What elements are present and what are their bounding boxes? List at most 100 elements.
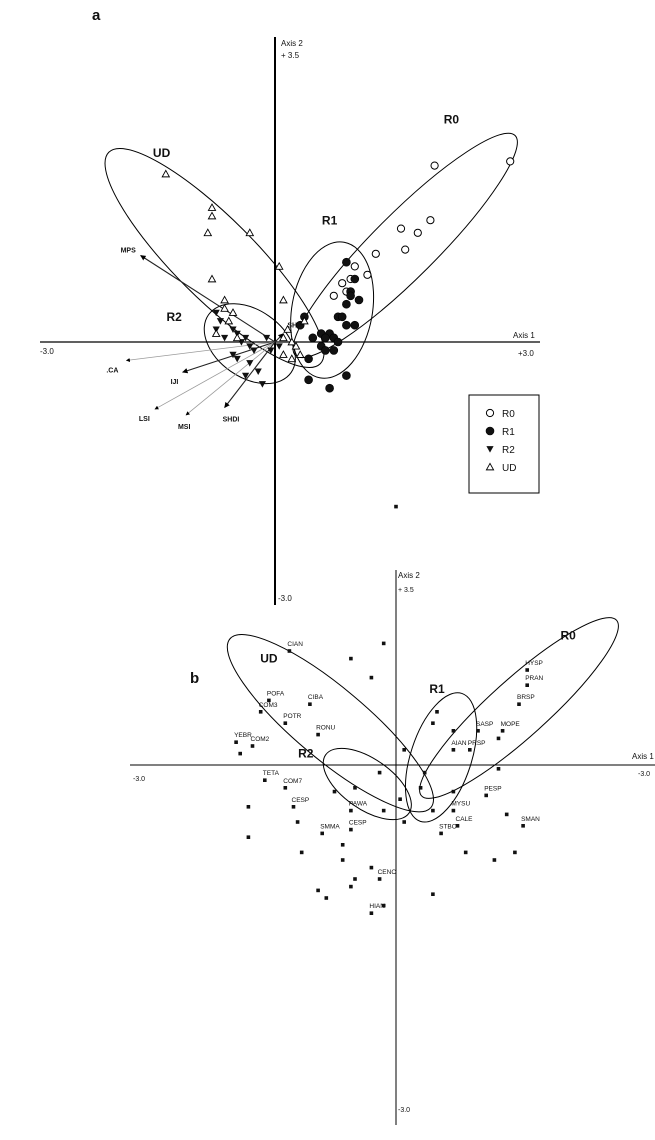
species-label-teta: TETA bbox=[263, 770, 280, 777]
panel-a-x-right-label: +3.0 bbox=[518, 349, 534, 358]
point-species bbox=[435, 710, 439, 714]
ellipse-r1 bbox=[404, 692, 478, 823]
panel-b-x-left-label: -3.0 bbox=[133, 776, 145, 783]
point-com2 bbox=[250, 744, 255, 748]
point-r2 bbox=[246, 343, 254, 350]
point-species bbox=[394, 504, 398, 509]
point-ud bbox=[295, 350, 305, 358]
panel-a-y-top-label: + 3.5 bbox=[281, 51, 300, 60]
point-ud bbox=[203, 228, 213, 237]
point-mope bbox=[500, 729, 505, 733]
legend-label-ud: UD bbox=[502, 463, 516, 474]
vector-msi bbox=[185, 341, 276, 416]
point-r2 bbox=[212, 309, 220, 317]
point-species bbox=[496, 767, 501, 771]
panel-a-legend: R0 R1 R2 UD bbox=[468, 394, 540, 494]
ellipse-r0 bbox=[419, 617, 619, 799]
point-species bbox=[504, 812, 509, 817]
species-label-pran: PRAN bbox=[525, 675, 543, 682]
legend-label-r2: R2 bbox=[502, 445, 515, 456]
point-pofa bbox=[267, 698, 271, 703]
vector-shdi bbox=[224, 341, 276, 408]
point-r0 bbox=[371, 249, 380, 258]
point-species bbox=[353, 877, 357, 881]
point-ud bbox=[274, 261, 284, 270]
point-r0 bbox=[350, 262, 359, 271]
point-ud bbox=[279, 333, 288, 342]
species-label-sasp: SASP bbox=[476, 721, 493, 728]
point-r2 bbox=[250, 347, 258, 354]
point-species bbox=[340, 843, 345, 847]
species-label-pofa: POFA bbox=[267, 690, 285, 697]
point-ud bbox=[207, 203, 217, 211]
point-r2 bbox=[229, 326, 237, 333]
point-ud bbox=[300, 316, 309, 325]
point-r2 bbox=[254, 368, 262, 375]
point-r1 bbox=[342, 257, 351, 267]
point-aian bbox=[451, 748, 456, 752]
vector-label-mps: MPS bbox=[121, 247, 137, 254]
point-r0 bbox=[426, 216, 435, 225]
species-label-mysu: MYSU bbox=[451, 801, 470, 808]
point-ud bbox=[211, 329, 221, 337]
point-r1 bbox=[329, 346, 339, 355]
point-species bbox=[353, 786, 357, 790]
point-species bbox=[492, 858, 497, 862]
point-ud bbox=[207, 211, 217, 220]
point-species bbox=[377, 770, 382, 775]
group-label-r1: R1 bbox=[429, 682, 445, 696]
group-label-r2: R2 bbox=[167, 310, 183, 324]
vector-label-shdi: SHDI bbox=[223, 417, 240, 424]
point-ud bbox=[207, 274, 217, 283]
species-label-smma: SMMA bbox=[320, 823, 340, 830]
ellipse-ud bbox=[104, 147, 325, 369]
point-species bbox=[402, 820, 406, 824]
point-ud bbox=[279, 295, 288, 304]
panel-b-y-top-label: + 3.5 bbox=[398, 587, 414, 594]
group-label-r1: R1 bbox=[322, 213, 338, 227]
species-label-ceno: CENO bbox=[378, 869, 397, 876]
point-ud bbox=[228, 308, 238, 316]
panel-b-y-axis-label: Axis 2 bbox=[398, 571, 420, 580]
panel-b-x-right-label: -3.0 bbox=[638, 771, 650, 778]
point-brsp bbox=[517, 702, 521, 706]
point-species bbox=[422, 770, 427, 775]
point-species bbox=[324, 896, 329, 900]
point-pesp bbox=[484, 793, 488, 798]
panel-a-ellipses bbox=[104, 132, 518, 385]
point-species bbox=[398, 797, 402, 801]
point-pawa bbox=[349, 808, 353, 813]
point-r1 bbox=[321, 333, 330, 343]
vector-lsi bbox=[154, 341, 276, 410]
point-species bbox=[463, 850, 468, 855]
panel-a-group-labels: R0 R1 R2 UD bbox=[153, 113, 459, 324]
point-species bbox=[340, 858, 345, 862]
vector-label-iji: IJI bbox=[171, 379, 179, 386]
point-r1 bbox=[304, 354, 313, 364]
vector-mps bbox=[140, 255, 276, 343]
point-com3 bbox=[258, 710, 263, 714]
species-label-yebr: YEBR bbox=[234, 732, 252, 739]
point-smma bbox=[320, 831, 324, 836]
point-ciba bbox=[308, 702, 312, 706]
vector-label-msi: MSI bbox=[178, 424, 191, 431]
vector-label-ca: .CA bbox=[106, 367, 118, 374]
point-com7 bbox=[283, 786, 288, 790]
panel-b-points bbox=[238, 504, 517, 908]
point-cale bbox=[455, 824, 460, 828]
point-r2 bbox=[267, 347, 275, 354]
point-r0 bbox=[413, 228, 422, 237]
panel-a-y-bottom-label: -3.0 bbox=[278, 594, 292, 603]
vector-label-shei: SHEI bbox=[287, 323, 303, 330]
point-r1 bbox=[308, 333, 318, 343]
point-species bbox=[418, 786, 423, 790]
point-sasp bbox=[476, 729, 480, 733]
point-ceno bbox=[377, 877, 382, 881]
point-r2 bbox=[275, 343, 283, 350]
point-r1 bbox=[346, 291, 355, 301]
point-species bbox=[431, 721, 435, 725]
species-label-cale: CALE bbox=[456, 816, 474, 823]
point-ud bbox=[291, 341, 301, 350]
point-species bbox=[451, 729, 456, 733]
